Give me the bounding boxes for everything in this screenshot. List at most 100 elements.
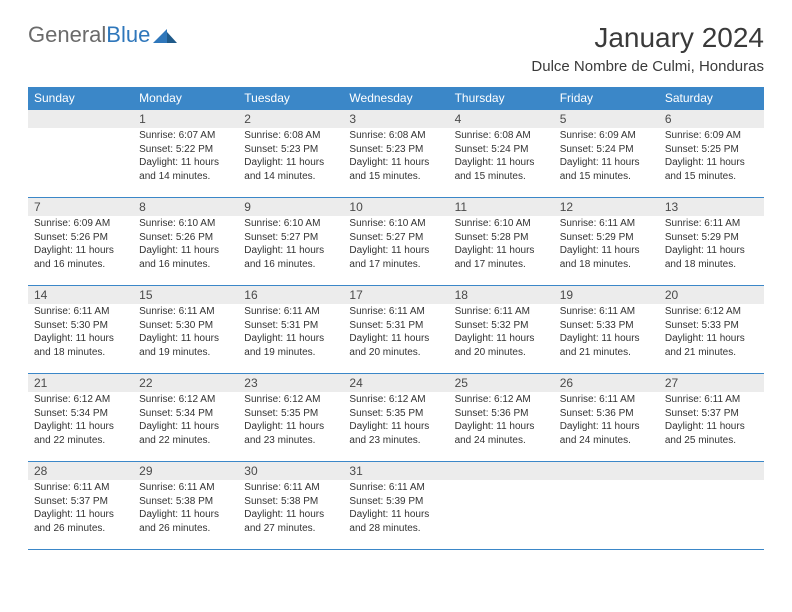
daylight-line: Daylight: 11 hours and 16 minutes. (34, 244, 127, 271)
calendar-week: 7Sunrise: 6:09 AMSunset: 5:26 PMDaylight… (28, 198, 764, 286)
daylight-line: Daylight: 11 hours and 14 minutes. (244, 156, 337, 183)
sunset-line: Sunset: 5:38 PM (139, 495, 232, 509)
sunrise-line: Sunrise: 6:12 AM (349, 393, 442, 407)
sunrise-line: Sunrise: 6:11 AM (665, 393, 758, 407)
sunrise-line: Sunrise: 6:11 AM (244, 481, 337, 495)
daylight-line: Daylight: 11 hours and 21 minutes. (665, 332, 758, 359)
day-number: 3 (343, 110, 448, 128)
sunrise-line: Sunrise: 6:12 AM (139, 393, 232, 407)
sunrise-line: Sunrise: 6:10 AM (139, 217, 232, 231)
sunset-line: Sunset: 5:22 PM (139, 143, 232, 157)
calendar-cell (659, 462, 764, 550)
calendar-cell: 25Sunrise: 6:12 AMSunset: 5:36 PMDayligh… (449, 374, 554, 462)
calendar-cell: 17Sunrise: 6:11 AMSunset: 5:31 PMDayligh… (343, 286, 448, 374)
day-details: Sunrise: 6:12 AMSunset: 5:34 PMDaylight:… (133, 392, 238, 451)
sunrise-line: Sunrise: 6:11 AM (560, 393, 653, 407)
sunset-line: Sunset: 5:36 PM (455, 407, 548, 421)
sunset-line: Sunset: 5:26 PM (139, 231, 232, 245)
sunset-line: Sunset: 5:33 PM (560, 319, 653, 333)
day-details: Sunrise: 6:11 AMSunset: 5:29 PMDaylight:… (659, 216, 764, 275)
calendar-cell: 7Sunrise: 6:09 AMSunset: 5:26 PMDaylight… (28, 198, 133, 286)
day-details: Sunrise: 6:10 AMSunset: 5:27 PMDaylight:… (343, 216, 448, 275)
day-number: 19 (554, 286, 659, 304)
daylight-line: Daylight: 11 hours and 28 minutes. (349, 508, 442, 535)
day-details: Sunrise: 6:11 AMSunset: 5:37 PMDaylight:… (28, 480, 133, 539)
daylight-line: Daylight: 11 hours and 18 minutes. (34, 332, 127, 359)
day-number-empty (659, 462, 764, 480)
sunset-line: Sunset: 5:24 PM (455, 143, 548, 157)
sunset-line: Sunset: 5:33 PM (665, 319, 758, 333)
sunrise-line: Sunrise: 6:08 AM (455, 129, 548, 143)
daylight-line: Daylight: 11 hours and 16 minutes. (244, 244, 337, 271)
calendar-cell: 1Sunrise: 6:07 AMSunset: 5:22 PMDaylight… (133, 110, 238, 198)
sunrise-line: Sunrise: 6:09 AM (665, 129, 758, 143)
sunset-line: Sunset: 5:26 PM (34, 231, 127, 245)
day-details: Sunrise: 6:09 AMSunset: 5:24 PMDaylight:… (554, 128, 659, 187)
header: GeneralBlue January 2024 Dulce Nombre de… (28, 22, 764, 75)
daylight-line: Daylight: 11 hours and 20 minutes. (455, 332, 548, 359)
weekday-header: Wednesday (343, 87, 448, 110)
calendar-cell: 6Sunrise: 6:09 AMSunset: 5:25 PMDaylight… (659, 110, 764, 198)
day-number: 1 (133, 110, 238, 128)
calendar-cell: 26Sunrise: 6:11 AMSunset: 5:36 PMDayligh… (554, 374, 659, 462)
day-details: Sunrise: 6:11 AMSunset: 5:29 PMDaylight:… (554, 216, 659, 275)
logo-icon (153, 25, 179, 48)
day-details: Sunrise: 6:11 AMSunset: 5:31 PMDaylight:… (238, 304, 343, 363)
calendar-week: 28Sunrise: 6:11 AMSunset: 5:37 PMDayligh… (28, 462, 764, 550)
daylight-line: Daylight: 11 hours and 23 minutes. (349, 420, 442, 447)
day-details: Sunrise: 6:11 AMSunset: 5:30 PMDaylight:… (133, 304, 238, 363)
calendar-cell: 15Sunrise: 6:11 AMSunset: 5:30 PMDayligh… (133, 286, 238, 374)
month-title: January 2024 (531, 22, 764, 54)
daylight-line: Daylight: 11 hours and 18 minutes. (560, 244, 653, 271)
daylight-line: Daylight: 11 hours and 15 minutes. (455, 156, 548, 183)
day-details: Sunrise: 6:11 AMSunset: 5:32 PMDaylight:… (449, 304, 554, 363)
day-details: Sunrise: 6:08 AMSunset: 5:24 PMDaylight:… (449, 128, 554, 187)
calendar-cell: 24Sunrise: 6:12 AMSunset: 5:35 PMDayligh… (343, 374, 448, 462)
day-details: Sunrise: 6:08 AMSunset: 5:23 PMDaylight:… (238, 128, 343, 187)
day-details: Sunrise: 6:11 AMSunset: 5:36 PMDaylight:… (554, 392, 659, 451)
day-number-empty (449, 462, 554, 480)
daylight-line: Daylight: 11 hours and 19 minutes. (139, 332, 232, 359)
sunset-line: Sunset: 5:34 PM (34, 407, 127, 421)
logo-text: GeneralBlue (28, 22, 150, 48)
daylight-line: Daylight: 11 hours and 16 minutes. (139, 244, 232, 271)
day-number: 8 (133, 198, 238, 216)
logo-part2: Blue (106, 22, 150, 47)
calendar-week: 1Sunrise: 6:07 AMSunset: 5:22 PMDaylight… (28, 110, 764, 198)
calendar-cell: 27Sunrise: 6:11 AMSunset: 5:37 PMDayligh… (659, 374, 764, 462)
sunrise-line: Sunrise: 6:11 AM (560, 305, 653, 319)
day-number: 17 (343, 286, 448, 304)
day-number: 22 (133, 374, 238, 392)
calendar-week: 21Sunrise: 6:12 AMSunset: 5:34 PMDayligh… (28, 374, 764, 462)
day-number: 7 (28, 198, 133, 216)
sunrise-line: Sunrise: 6:11 AM (349, 305, 442, 319)
sunset-line: Sunset: 5:36 PM (560, 407, 653, 421)
daylight-line: Daylight: 11 hours and 15 minutes. (349, 156, 442, 183)
day-details: Sunrise: 6:11 AMSunset: 5:31 PMDaylight:… (343, 304, 448, 363)
sunrise-line: Sunrise: 6:10 AM (455, 217, 548, 231)
sunset-line: Sunset: 5:35 PM (244, 407, 337, 421)
calendar-cell: 19Sunrise: 6:11 AMSunset: 5:33 PMDayligh… (554, 286, 659, 374)
calendar-cell: 3Sunrise: 6:08 AMSunset: 5:23 PMDaylight… (343, 110, 448, 198)
day-number: 21 (28, 374, 133, 392)
calendar-cell: 20Sunrise: 6:12 AMSunset: 5:33 PMDayligh… (659, 286, 764, 374)
calendar-cell: 18Sunrise: 6:11 AMSunset: 5:32 PMDayligh… (449, 286, 554, 374)
calendar-cell (28, 110, 133, 198)
day-number: 4 (449, 110, 554, 128)
day-details: Sunrise: 6:11 AMSunset: 5:30 PMDaylight:… (28, 304, 133, 363)
sunrise-line: Sunrise: 6:10 AM (244, 217, 337, 231)
day-number: 15 (133, 286, 238, 304)
sunset-line: Sunset: 5:35 PM (349, 407, 442, 421)
day-number: 26 (554, 374, 659, 392)
calendar-cell (449, 462, 554, 550)
daylight-line: Daylight: 11 hours and 15 minutes. (560, 156, 653, 183)
calendar-cell: 5Sunrise: 6:09 AMSunset: 5:24 PMDaylight… (554, 110, 659, 198)
sunrise-line: Sunrise: 6:11 AM (455, 305, 548, 319)
sunset-line: Sunset: 5:24 PM (560, 143, 653, 157)
day-number-empty (554, 462, 659, 480)
day-number: 14 (28, 286, 133, 304)
day-number: 5 (554, 110, 659, 128)
day-number: 29 (133, 462, 238, 480)
sunrise-line: Sunrise: 6:11 AM (34, 305, 127, 319)
weekday-header: Saturday (659, 87, 764, 110)
